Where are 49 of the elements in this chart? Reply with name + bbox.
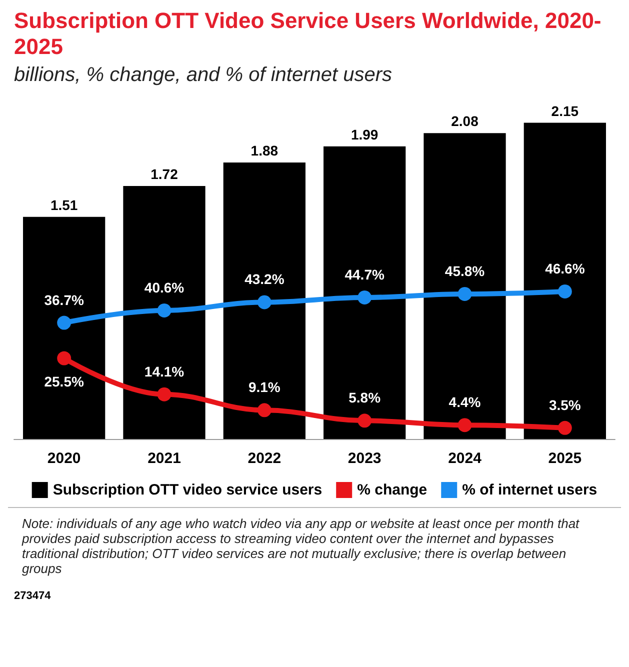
x-tick-label: 2020 xyxy=(47,450,81,467)
data-label: 40.6% xyxy=(144,279,185,296)
point xyxy=(257,295,272,310)
bar xyxy=(524,122,606,439)
bar xyxy=(223,162,306,439)
text: Note: individuals of any age who watch video via any app or website at least once per month that provides paid subscription access to streaming video content over the internet and bypasses traditional distribution; OTT video services are not mutually exclusive; there is overlap between groups xyxy=(8,507,621,576)
legend-label: % of internet users xyxy=(462,482,598,498)
point xyxy=(157,387,172,402)
point xyxy=(558,284,572,298)
x-tick-label: 2025 xyxy=(548,450,582,467)
data-label: 14.1% xyxy=(144,363,185,380)
point xyxy=(57,351,72,366)
data-label: 2.08 xyxy=(451,113,479,130)
data-label: 3.5% xyxy=(548,396,582,413)
data-label: 1.88 xyxy=(250,142,278,159)
data-label: 25.5% xyxy=(44,373,84,390)
x-tick-label: 2021 xyxy=(148,450,181,467)
point xyxy=(358,414,372,428)
data-label: 1.51 xyxy=(50,196,78,213)
point xyxy=(558,420,572,435)
data-label: 46.6% xyxy=(545,260,586,276)
point xyxy=(157,303,172,318)
point xyxy=(358,290,372,304)
data-label: 36.7% xyxy=(44,292,84,308)
data-label: 2.15 xyxy=(551,102,579,119)
chart-title: Subscription OTT Video Service Users Worldwide, 2020-2025 xyxy=(13,7,602,60)
x-tick-label: 2023 xyxy=(348,450,382,467)
text: 273474 xyxy=(13,589,52,602)
data-label: 9.1% xyxy=(248,379,281,396)
chart-subtitle: billions, % change, and % of internet users xyxy=(13,63,393,87)
bar xyxy=(123,186,206,439)
data-label: 44.7% xyxy=(344,266,385,282)
data-label: 4.4% xyxy=(448,394,482,410)
bar xyxy=(23,216,106,439)
x-tick-label: 2022 xyxy=(248,450,282,467)
point xyxy=(257,403,272,418)
legend-label: % change xyxy=(357,482,428,498)
data-label: 1.72 xyxy=(150,166,178,182)
bar xyxy=(324,146,406,439)
data-label: 1.99 xyxy=(350,126,378,142)
bar xyxy=(424,133,506,439)
data-label: 45.8% xyxy=(444,262,486,279)
legend-label: Subscription OTT video service users xyxy=(52,482,322,498)
point xyxy=(57,316,72,330)
data-label: 43.2% xyxy=(244,271,285,288)
point xyxy=(458,418,472,432)
data-label: 5.8% xyxy=(348,390,382,406)
point xyxy=(458,286,472,301)
x-tick-label: 2024 xyxy=(448,450,482,467)
